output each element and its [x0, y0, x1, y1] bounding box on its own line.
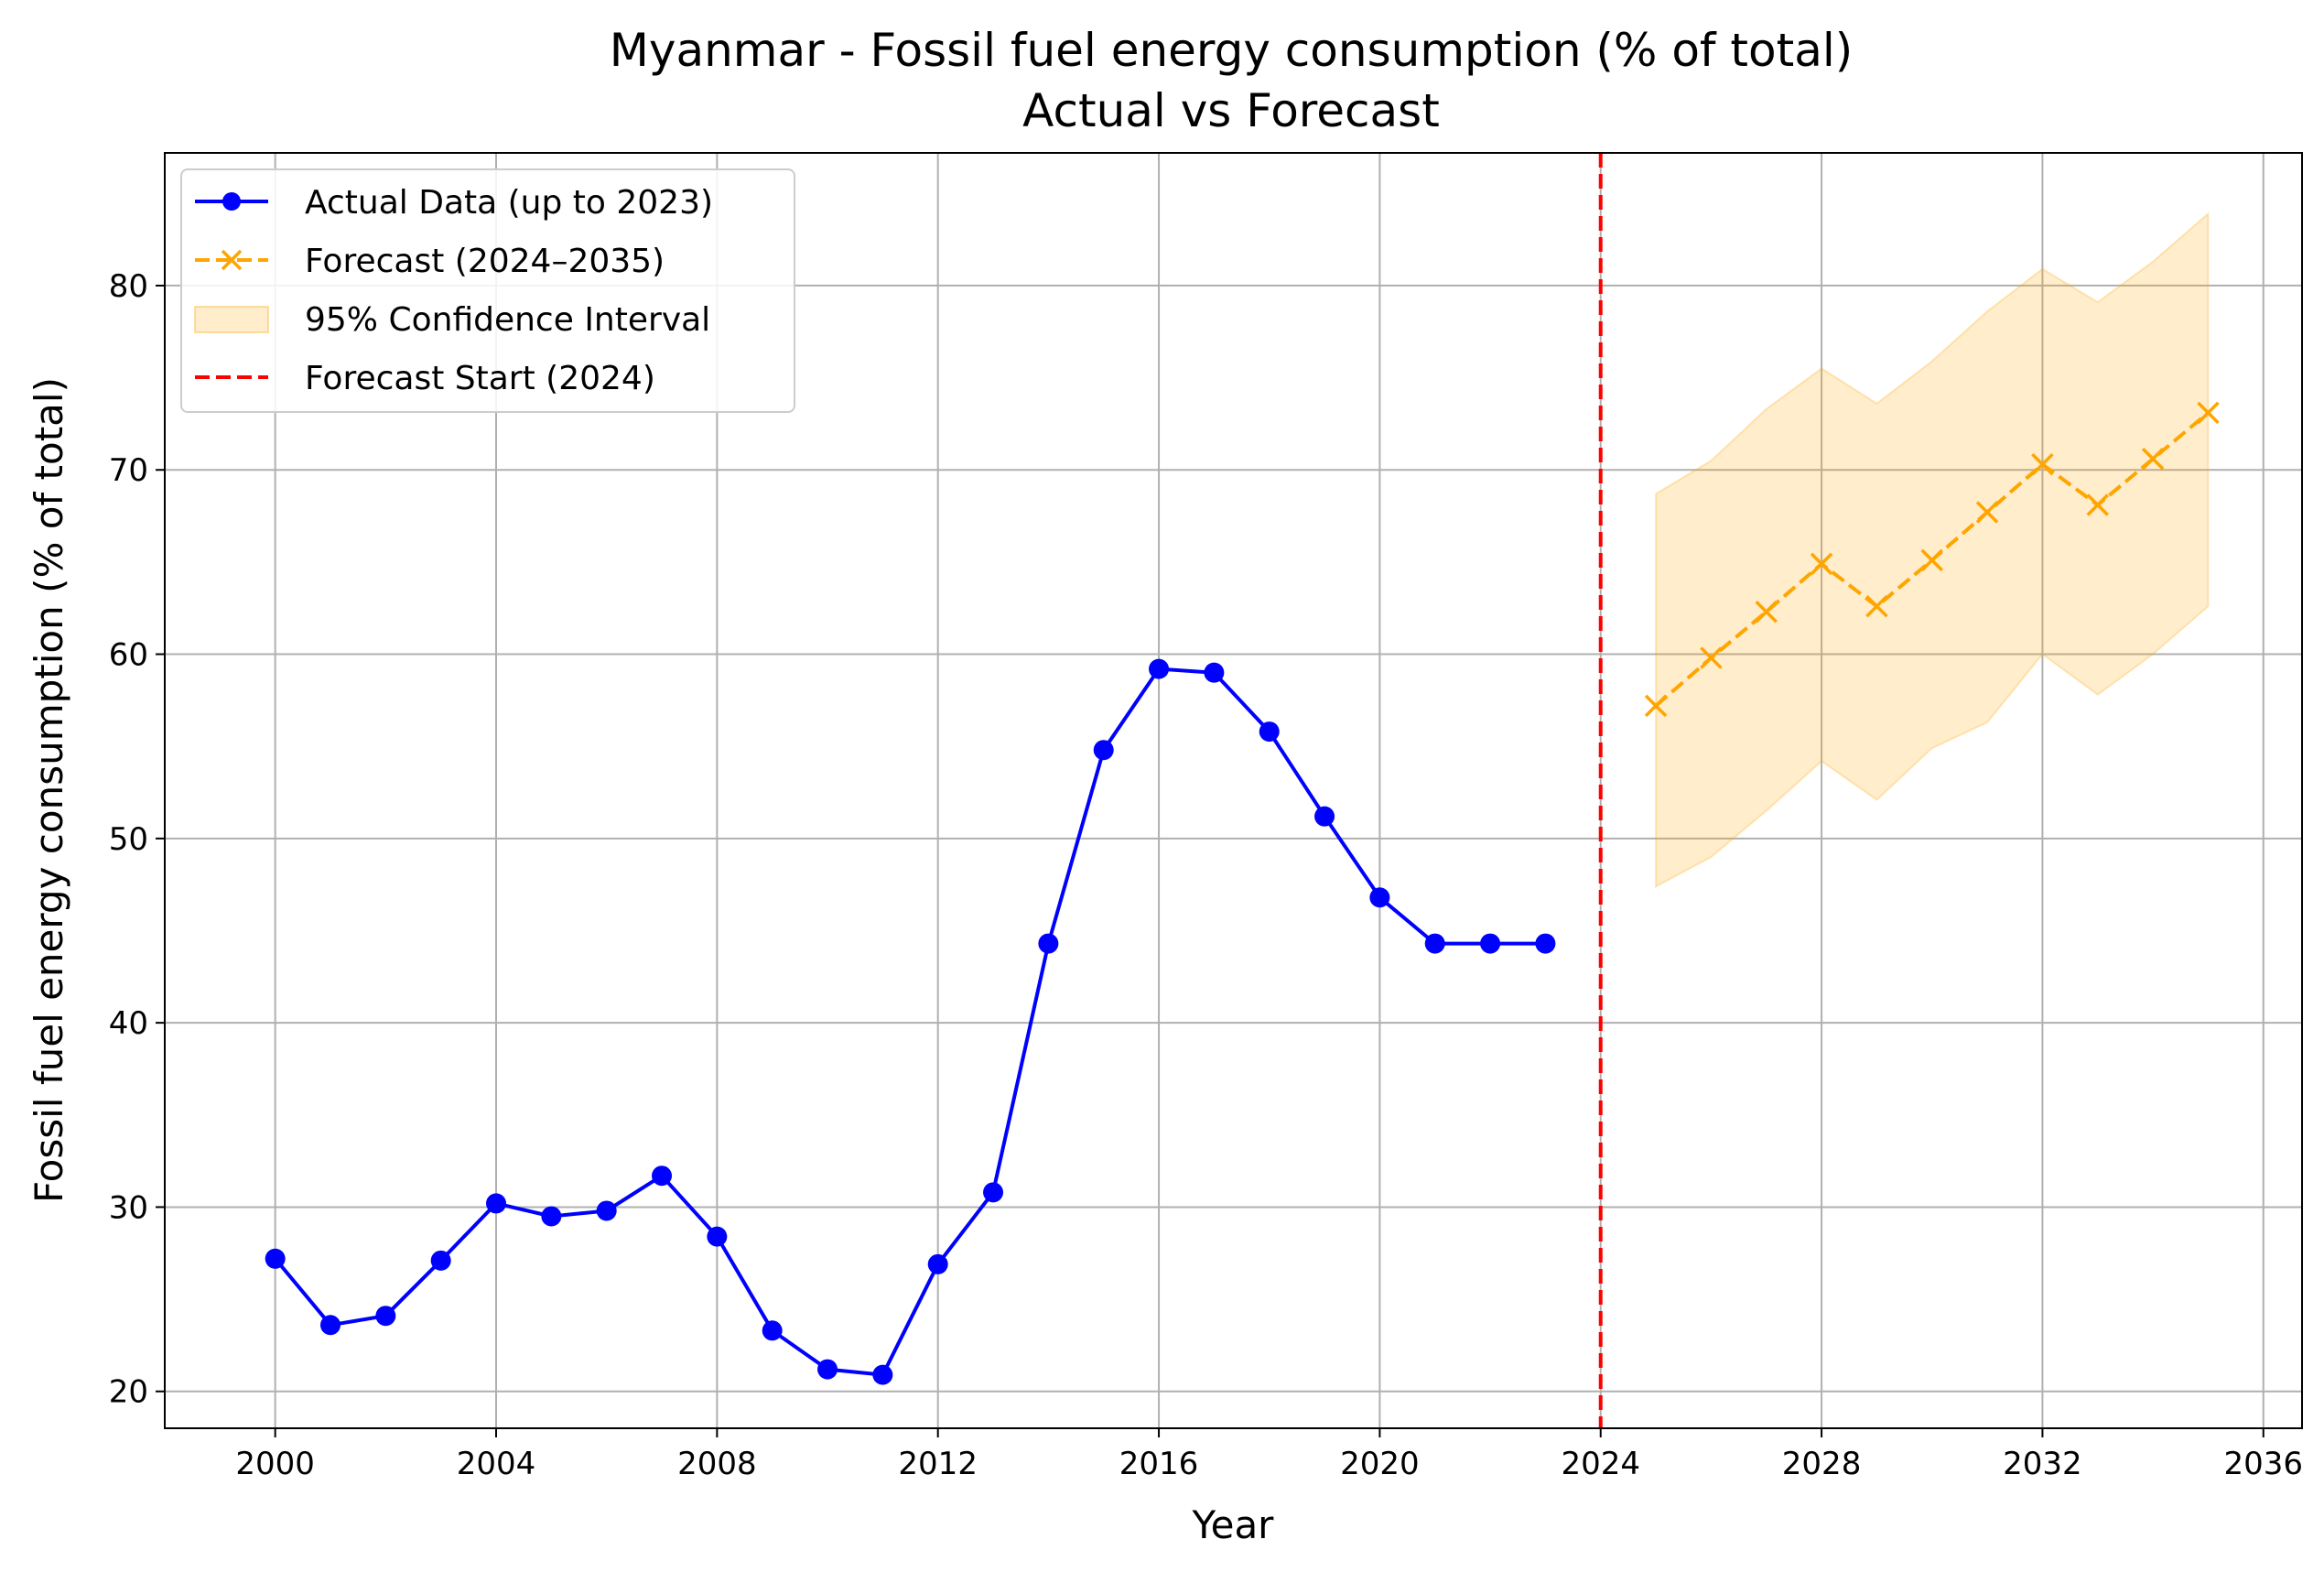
y-tick-label: 60 [109, 637, 148, 674]
y-tick-label: 20 [109, 1374, 148, 1411]
y-tick-label: 70 [109, 452, 148, 489]
actual-data-point [486, 1193, 507, 1214]
actual-data-point [1369, 887, 1390, 908]
forecast-data-point [2086, 493, 2109, 516]
x-tick-label: 2008 [677, 1446, 757, 1482]
actual-data-point [1204, 662, 1225, 683]
x-tick-label: 2036 [2223, 1446, 2303, 1482]
chart-subtitle: Actual vs Forecast [1022, 84, 1440, 137]
actual-data-point [817, 1359, 838, 1380]
y-axis-label: Fossil fuel energy consumption (% of tot… [27, 377, 71, 1203]
x-axis: 2000 2004 2008 2012 2016 2020 2024 2028 2032 2036 [235, 1428, 2303, 1482]
actual-data-point [375, 1306, 396, 1327]
forecast-data-point [2031, 452, 2054, 476]
actual-data-point [1093, 740, 1114, 761]
actual-data-point [265, 1248, 286, 1269]
confidence-band-layer [1655, 211, 2210, 888]
y-axis: 20 30 40 50 60 70 80 [109, 268, 165, 1411]
forecast-data-point [2141, 447, 2165, 471]
actual-series-line [274, 667, 1546, 1377]
legend-box [180, 168, 795, 413]
x-tick-label: 2012 [898, 1446, 978, 1482]
forecast-data-point [1644, 694, 1668, 718]
x-tick-label: 2004 [457, 1446, 536, 1482]
y-tick-label: 80 [109, 268, 148, 305]
forecast-data-point [2197, 401, 2220, 425]
actual-data-point [927, 1253, 948, 1274]
forecast-data-point [1975, 501, 1999, 524]
actual-data-point [1259, 721, 1280, 743]
x-tick-label: 2000 [235, 1446, 315, 1482]
actual-data-point [707, 1226, 728, 1247]
forecast-data-point [1865, 594, 1888, 618]
forecast-data-point [1700, 646, 1723, 669]
y-tick-label: 40 [109, 1005, 148, 1042]
legend-ci-swatch [194, 306, 269, 333]
actual-data-point [762, 1320, 783, 1341]
legend-forecast-label: Forecast (2024–2035) [305, 243, 665, 280]
actual-data-point [872, 1364, 893, 1385]
y-tick-label: 30 [109, 1189, 148, 1226]
x-tick-label: 2032 [2003, 1446, 2082, 1482]
y-tick-label: 50 [109, 821, 148, 858]
actual-data-point [1314, 806, 1335, 827]
actual-data-point [1038, 933, 1059, 954]
x-tick-label: 2024 [1561, 1446, 1640, 1482]
forecast-data-point [1755, 601, 1778, 623]
actual-data-point [1424, 933, 1445, 954]
chart-title: Myanmar - Fossil fuel energy consumption… [610, 24, 1854, 77]
actual-data-point [1535, 933, 1556, 954]
x-tick-label: 2016 [1119, 1446, 1199, 1482]
legend-actual-label: Actual Data (up to 2023) [305, 184, 713, 222]
actual-data-point [596, 1200, 617, 1221]
actual-data-point [1480, 933, 1501, 954]
legend-actual-marker-swatch [222, 192, 241, 211]
x-tick-label: 2020 [1340, 1446, 1420, 1482]
actual-data-point [320, 1315, 341, 1336]
actual-data-point [541, 1206, 562, 1227]
series-layer [265, 153, 2220, 1428]
legend-forecast-start-label: Forecast Start (2024) [305, 360, 655, 397]
actual-data-point [430, 1250, 451, 1271]
actual-data-point [652, 1165, 673, 1187]
forecast-data-point [1810, 552, 1833, 576]
forecast-data-point [1920, 548, 1943, 572]
x-axis-label: Year [1192, 1502, 1275, 1547]
legend: Actual Data (up to 2023) Forecast (2024–… [180, 168, 795, 413]
x-tick-label: 2028 [1782, 1446, 1862, 1482]
actual-data-point [983, 1182, 1004, 1203]
plot-frame [164, 152, 2303, 1429]
actual-data-point [1149, 658, 1170, 679]
legend-forecast-marker-swatch [221, 249, 243, 271]
legend-ci-label: 95% Confidence Interval [305, 301, 710, 339]
confidence-band [1655, 211, 2210, 888]
